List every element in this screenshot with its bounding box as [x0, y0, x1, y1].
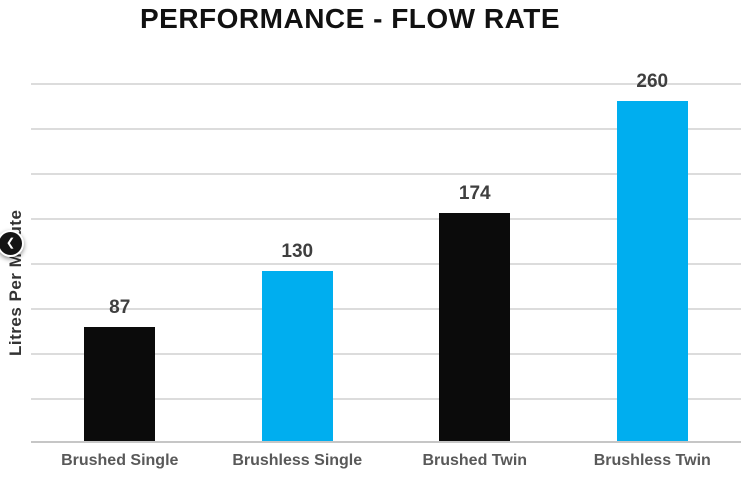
chevron-left-icon: ❮ — [5, 237, 16, 249]
bar-column: 174 — [386, 83, 564, 441]
gridline — [31, 128, 741, 130]
bar-columns: 87 130 174 260 — [31, 71, 742, 441]
y-axis-label: Litres Per Minute — [6, 209, 25, 357]
carousel-prev-button[interactable]: ❮ — [0, 230, 24, 257]
bar-brushless-twin — [616, 101, 688, 441]
chart-title: PERFORMANCE - FLOW RATE — [139, 3, 561, 34]
x-axis-label: Brushed Single — [61, 452, 179, 469]
plot-area: 87 130 174 260 — [31, 71, 742, 443]
bar-brushed-twin — [439, 213, 511, 441]
gridline — [31, 173, 741, 175]
gridline — [31, 263, 741, 265]
gridline — [31, 398, 741, 400]
gridline — [31, 83, 741, 85]
x-axis-label: Brushed Twin — [422, 452, 528, 469]
bar-column: 260 — [564, 71, 742, 441]
x-axis-label: Brushless Single — [232, 452, 363, 469]
x-axis-label: Brushless Twin — [593, 452, 711, 469]
bar-value-label: 260 — [636, 71, 669, 92]
bar-value-label: 130 — [281, 241, 314, 262]
bar-brushed-single — [84, 327, 156, 441]
bar-value-label: 174 — [458, 183, 491, 204]
bar-column: 130 — [209, 83, 387, 441]
gridline — [31, 308, 741, 310]
bar-column: 87 — [31, 83, 209, 441]
x-axis-labels: Brushed Single Brushless Single Brushed Tw… — [31, 452, 741, 470]
gridline — [31, 218, 741, 220]
bar-value-label: 87 — [109, 297, 131, 318]
bar-brushless-single — [261, 271, 333, 441]
gridline — [31, 353, 741, 355]
